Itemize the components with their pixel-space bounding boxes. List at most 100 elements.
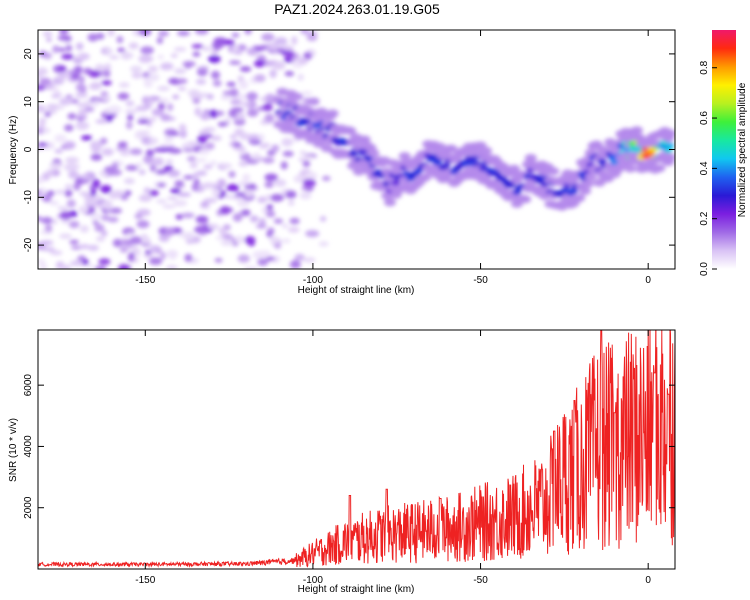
noise-blob xyxy=(274,37,288,46)
ridge-blob xyxy=(663,147,673,154)
noise-blob xyxy=(268,42,279,51)
snr-y-ticks: 2000 4000 6000 xyxy=(23,374,675,519)
noise-blob xyxy=(42,216,51,222)
ridge-blob xyxy=(348,150,358,157)
noise-blob xyxy=(269,69,277,79)
noise-blob xyxy=(204,142,215,150)
noise-blob xyxy=(166,103,174,112)
noise-blob xyxy=(232,213,243,222)
y-tick-label: 2000 xyxy=(23,496,34,519)
noise-blob xyxy=(167,169,181,178)
noise-blob xyxy=(140,46,155,55)
y-tick-label: 20 xyxy=(23,48,34,60)
noise-blob xyxy=(107,30,116,37)
x-tick-label: -150 xyxy=(135,275,155,286)
noise-blob xyxy=(64,183,74,190)
noise-blob xyxy=(260,44,267,51)
noise-blob xyxy=(208,109,219,118)
noise-blob xyxy=(193,158,208,163)
noise-blob xyxy=(211,188,221,198)
noise-blob xyxy=(58,30,69,35)
noise-blob xyxy=(265,256,275,261)
noise-blob xyxy=(153,157,164,167)
noise-blob xyxy=(75,91,88,99)
noise-blob xyxy=(49,162,63,169)
noise-blob xyxy=(262,157,275,164)
noise-blob xyxy=(63,141,76,149)
noise-blob xyxy=(157,54,165,60)
heatmap-y-label: Frequency (Hz) xyxy=(8,116,19,185)
noise-blob xyxy=(230,60,237,65)
noise-blob xyxy=(238,80,249,90)
noise-blob xyxy=(159,97,170,104)
noise-blob xyxy=(255,224,267,229)
noise-blob xyxy=(98,258,111,265)
ridge-halo xyxy=(358,135,371,144)
noise-blob xyxy=(273,179,287,187)
noise-blob xyxy=(203,164,213,170)
noise-blob xyxy=(239,133,253,140)
noise-blob xyxy=(89,212,102,221)
noise-blob xyxy=(100,137,108,145)
noise-blob xyxy=(282,150,294,157)
ridge-halo xyxy=(326,109,339,118)
noise-blob xyxy=(101,80,112,86)
noise-blob xyxy=(126,232,134,237)
noise-blob xyxy=(208,55,221,64)
ridge-halo xyxy=(664,153,675,162)
noise-blob xyxy=(38,126,45,135)
noise-blob xyxy=(272,60,286,70)
ridge-halo xyxy=(480,146,493,155)
ridge-halo xyxy=(398,152,411,161)
noise-blob xyxy=(177,86,187,91)
noise-blob xyxy=(108,192,122,200)
noise-blob xyxy=(194,225,207,234)
noise-blob xyxy=(141,95,150,105)
noise-blob xyxy=(92,178,101,188)
noise-blob xyxy=(101,148,114,156)
noise-blob xyxy=(194,30,209,35)
noise-blob xyxy=(174,68,187,75)
noise-blob xyxy=(220,240,234,246)
noise-blob xyxy=(159,251,167,260)
noise-blob xyxy=(59,233,72,239)
noise-blob xyxy=(100,184,112,194)
noise-blob xyxy=(92,220,99,225)
noise-blob xyxy=(289,260,301,269)
noise-blob xyxy=(305,230,320,238)
noise-blob xyxy=(137,119,150,124)
noise-blob xyxy=(191,44,204,49)
noise-blob xyxy=(322,175,331,181)
noise-blob xyxy=(211,135,222,141)
noise-blob xyxy=(262,103,273,112)
noise-blob xyxy=(53,92,63,97)
noise-blob xyxy=(87,263,95,269)
noise-blob xyxy=(39,262,48,269)
noise-blob xyxy=(81,135,93,141)
ridge-halo xyxy=(419,173,432,182)
noise-blob xyxy=(149,257,163,266)
noise-blob xyxy=(249,215,259,223)
noise-blob xyxy=(267,227,275,235)
noise-blob xyxy=(101,200,114,207)
noise-blob xyxy=(63,36,72,41)
noise-blob xyxy=(260,142,271,148)
noise-blob xyxy=(158,233,170,242)
noise-blob xyxy=(149,117,157,122)
ridge-halo xyxy=(307,97,320,106)
noise-blob xyxy=(84,106,95,113)
noise-blob xyxy=(244,266,258,269)
noise-blob xyxy=(118,82,130,88)
noise-blob xyxy=(202,127,216,132)
noise-blob xyxy=(305,171,318,180)
noise-blob xyxy=(229,134,237,139)
noise-blob xyxy=(64,163,77,172)
colorbar-ticks: 0.0 0.2 0.4 0.6 0.8 xyxy=(699,60,717,276)
noise-blob xyxy=(297,73,304,81)
ridge-halo xyxy=(547,167,560,176)
noise-blob xyxy=(244,189,254,198)
noise-blob xyxy=(166,265,178,269)
y-tick-label: 10 xyxy=(23,96,34,108)
noise-blob xyxy=(117,142,128,148)
noise-blob xyxy=(264,181,274,189)
